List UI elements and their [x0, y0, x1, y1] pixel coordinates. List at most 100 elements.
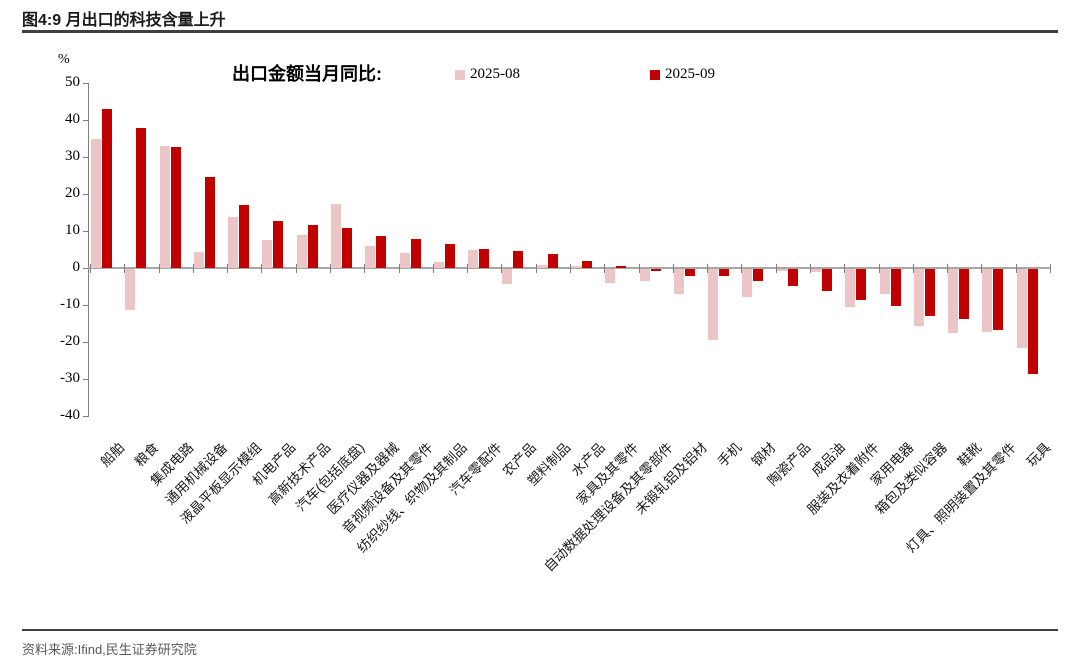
- category-tick: [741, 264, 742, 273]
- y-tick-mark: [83, 342, 88, 343]
- y-tick-label: 20: [65, 185, 80, 201]
- bar-2025-08: [365, 245, 376, 268]
- bar-2025-09: [856, 269, 867, 300]
- y-tick-label: 0: [72, 259, 81, 275]
- figure-title: 图4:9 月出口的科技含量上升: [22, 12, 226, 29]
- legend-item-2025-09: 2025-09: [650, 66, 715, 83]
- y-tick-mark: [83, 194, 88, 195]
- category-tick: [879, 264, 880, 273]
- category-tick: [467, 264, 468, 273]
- category-tick: [536, 264, 537, 273]
- bar-2025-09: [582, 260, 592, 268]
- bar-2025-09: [342, 228, 352, 268]
- bar-2025-08: [536, 264, 547, 268]
- category-tick: [913, 264, 914, 273]
- y-tick-mark: [83, 416, 88, 417]
- legend-label-aug: 2025-08: [470, 66, 520, 82]
- bar-2025-08: [91, 138, 101, 268]
- bar-2025-08: [982, 269, 993, 332]
- category-tick: [570, 264, 571, 273]
- category-tick: [261, 264, 262, 273]
- legend-item-2025-08: 2025-08: [455, 66, 520, 83]
- bar-2025-09: [376, 236, 387, 268]
- bar-2025-08: [159, 145, 170, 268]
- bar-2025-09: [479, 248, 490, 268]
- category-tick: [501, 264, 502, 273]
- bar-2025-08: [399, 252, 410, 268]
- bar-2025-08: [776, 269, 787, 271]
- bar-2025-08: [571, 265, 581, 268]
- y-tick-mark: [83, 268, 88, 269]
- bar-2025-09: [753, 269, 764, 282]
- bar-2025-08: [673, 269, 684, 295]
- category-tick: [810, 264, 811, 273]
- legend-swatch-sep: [650, 69, 660, 80]
- bar-2025-08: [228, 216, 239, 268]
- chart-title: 出口金额当月同比:: [232, 64, 382, 84]
- y-axis-line: [88, 83, 89, 417]
- bar-2025-08: [262, 239, 273, 268]
- y-tick-label: -10: [60, 296, 80, 312]
- category-tick: [981, 264, 982, 273]
- y-tick-mark: [83, 305, 88, 306]
- category-tick: [90, 264, 91, 273]
- category-tick: [364, 264, 365, 273]
- zero-baseline: [88, 267, 1050, 269]
- y-tick-label: 40: [65, 111, 80, 127]
- bar-2025-08: [125, 269, 136, 310]
- bar-2025-08: [296, 234, 307, 268]
- category-tick: [639, 264, 640, 273]
- y-tick-label: -40: [60, 407, 80, 423]
- bar-2025-09: [239, 205, 250, 268]
- category-tick: [399, 264, 400, 273]
- bar-2025-09: [513, 251, 524, 268]
- bar-2025-09: [959, 269, 970, 319]
- bar-2025-08: [742, 269, 753, 298]
- source-note: 资料来源:Ifind,民生证券研究院: [22, 642, 197, 657]
- y-tick-mark: [83, 83, 88, 84]
- bar-2025-09: [787, 269, 798, 287]
- category-tick: [227, 264, 228, 273]
- category-tick: [124, 264, 125, 273]
- bar-2025-08: [845, 269, 856, 308]
- bar-2025-08: [433, 262, 444, 268]
- y-tick-mark: [83, 120, 88, 121]
- bar-2025-08: [948, 269, 959, 334]
- category-tick: [193, 264, 194, 273]
- bar-2025-08: [639, 269, 650, 282]
- y-tick-mark: [83, 157, 88, 158]
- bar-2025-08: [193, 252, 204, 268]
- category-tick: [159, 264, 160, 273]
- bar-2025-09: [273, 221, 284, 268]
- y-axis-unit-label: %: [58, 52, 70, 67]
- y-tick-label: -30: [60, 370, 80, 386]
- y-tick-label: 50: [65, 74, 80, 90]
- bar-2025-08: [605, 269, 616, 284]
- bar-2025-09: [410, 239, 421, 268]
- bar-2025-09: [204, 177, 215, 268]
- bar-2025-08: [502, 269, 513, 285]
- bar-2025-09: [993, 269, 1004, 331]
- category-tick: [776, 264, 777, 273]
- header-divider: [22, 30, 1058, 33]
- category-tick: [330, 264, 331, 273]
- bar-2025-09: [307, 225, 318, 268]
- y-tick-mark: [83, 379, 88, 380]
- bar-2025-09: [650, 269, 661, 271]
- bar-2025-09: [444, 243, 455, 268]
- category-tick: [844, 264, 845, 273]
- bar-2025-09: [890, 269, 901, 307]
- bar-2025-09: [684, 269, 695, 276]
- bar-2025-09: [822, 269, 832, 292]
- y-tick-label: 10: [65, 222, 80, 238]
- bar-2025-08: [468, 249, 479, 268]
- bar-2025-09: [616, 265, 627, 268]
- bar-2025-08: [811, 269, 821, 272]
- bar-2025-09: [719, 269, 730, 277]
- category-tick: [604, 264, 605, 273]
- category-tick: [1016, 264, 1017, 273]
- bar-2025-08: [708, 269, 719, 341]
- category-tick: [1050, 264, 1051, 273]
- category-tick: [296, 264, 297, 273]
- category-tick: [433, 264, 434, 273]
